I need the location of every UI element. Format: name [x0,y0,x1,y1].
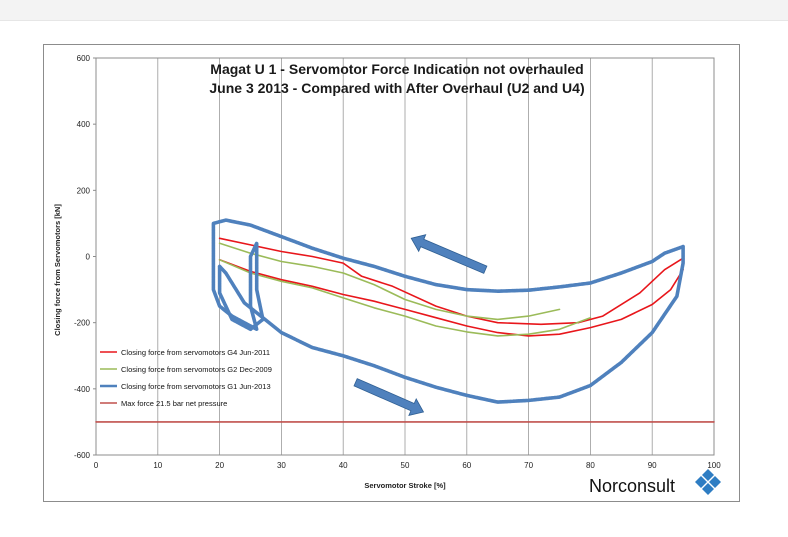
logo-diamond [702,469,714,481]
series-line [211,218,685,404]
x-tick-label: 0 [94,461,99,470]
logo-diamond [709,476,721,488]
grid [157,58,653,455]
x-tick-label: 20 [215,461,224,470]
chart-frame: 0 10 20 30 40 50 60 70 80 90 100 600 400 200 0 -200 -400… [43,44,740,502]
top-bar [0,0,788,21]
arrow-annotation [353,378,425,416]
legend-entry: Closing force from servomotors G1 Jun-20… [121,382,271,391]
legend: Closing force from servomotors G4 Jun-20… [100,348,272,408]
series-line [218,237,684,326]
axes: 0 10 20 30 40 50 60 70 80 90 100 600 400 200 0 -200 -400… [74,54,721,470]
norconsult-logo: Norconsult [589,469,721,496]
chart: 0 10 20 30 40 50 60 70 80 90 100 600 400 200 0 -200 -400… [53,54,721,496]
legend-entry: Closing force from servomotors G2 Dec-20… [121,365,272,374]
y-tick-label: -600 [74,451,91,460]
series-line [218,259,592,337]
y-tick-label: -200 [74,319,91,328]
series-line [218,259,684,337]
y-tick-label: 600 [77,54,91,63]
arrow-annotation [410,234,488,274]
logo-diamond [695,476,707,488]
series-layer [95,218,715,423]
legend-entry: Max force 21.5 bar net pressure [121,399,227,408]
chart-title: Magat U 1 - Servomotor Force Indication … [210,61,583,77]
y-tick-label: -400 [74,385,91,394]
logo-diamonds-icon [695,469,721,495]
x-tick-label: 50 [401,461,410,470]
series-line [218,242,561,321]
logo-text: Norconsult [589,476,675,496]
x-tick-label: 80 [586,461,595,470]
y-axis-label: Closing force from Servomotors [kN] [53,204,62,336]
logo-diamond [702,483,714,495]
chart-subtitle: June 3 2013 - Compared with After Overha… [209,80,584,96]
x-tick-label: 60 [462,461,471,470]
y-tick-label: 0 [86,253,91,262]
x-tick-label: 90 [648,461,657,470]
arrows [353,234,488,416]
y-tick-label: 400 [77,120,91,129]
x-tick-label: 30 [277,461,286,470]
x-tick-label: 100 [707,461,721,470]
y-tick-label: 200 [77,186,91,195]
x-tick-label: 10 [153,461,162,470]
x-tick-label: 70 [524,461,533,470]
x-axis-label: Servomotor Stroke [%] [364,481,446,490]
x-tick-label: 40 [339,461,348,470]
legend-entry: Closing force from servomotors G4 Jun-20… [121,348,270,357]
